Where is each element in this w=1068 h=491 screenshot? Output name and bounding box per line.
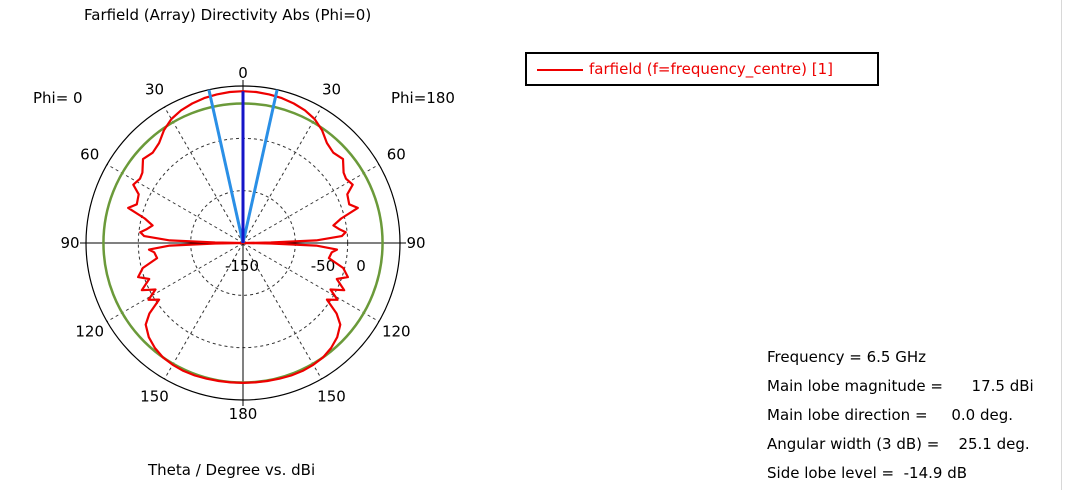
grid-spoke-120 (242, 242, 380, 322)
grid-spoke-300 (106, 164, 244, 244)
info-frequency: Frequency = 6.5 GHz (767, 348, 926, 366)
grid-spoke-330 (164, 106, 244, 244)
outer-circle (85, 85, 401, 401)
info-angular-width: Angular width (3 dB) = 25.1 deg. (767, 435, 1030, 453)
polar-chart: 0 30 30 60 60 90 90 120 120 150 150 180 -150 -50 0 (60, 64, 425, 423)
radial-tick-1: -50 (311, 257, 336, 275)
plot-curves (102, 89, 384, 384)
angle-tick-180: 180 (229, 405, 258, 423)
info-main-lobe-magnitude: Main lobe magnitude = 17.5 dBi (767, 377, 1034, 395)
grid-spoke-210 (164, 242, 244, 380)
angle-tick-60: 60 (387, 146, 406, 164)
angle-tick-0: 0 (238, 64, 248, 82)
legend-swatch (537, 69, 583, 71)
info-main-lobe-direction: Main lobe direction = 0.0 deg. (767, 406, 1014, 424)
beamwidth-line-1 (241, 89, 279, 244)
angle-tick--150: 150 (140, 387, 169, 405)
series-curve-0 (127, 90, 359, 384)
grid-spoke-240 (106, 242, 244, 322)
phi-right-label: Phi=180 (391, 89, 455, 107)
legend-label: farfield (f=frequency_centre) [1] (589, 60, 834, 78)
window-edge-divider (1061, 0, 1062, 490)
radial-tick-0: -150 (225, 257, 259, 275)
phi-left-label: Phi= 0 (33, 89, 83, 107)
angle-tick-150: 150 (317, 387, 346, 405)
grid-spoke-60 (242, 164, 380, 244)
radial-tick-2: 0 (356, 257, 366, 275)
angle-tick-90: 90 (406, 234, 425, 252)
angle-tick--90: 90 (60, 234, 79, 252)
angle-tick--30: 30 (145, 81, 164, 99)
chart-title: Farfield (Array) Directivity Abs (Phi=0) (84, 6, 372, 24)
info-side-lobe-level: Side lobe level = -14.9 dB (767, 464, 968, 482)
angle-tick--120: 120 (75, 323, 104, 341)
angle-tick-30: 30 (322, 81, 341, 99)
info-panel: Frequency = 6.5 GHz Main lobe magnitude … (767, 346, 1034, 491)
grid-spoke-150 (242, 242, 322, 380)
grid-spoke-30 (242, 106, 322, 244)
beamwidth-line-0 (207, 89, 245, 244)
angle-tick-120: 120 (382, 323, 411, 341)
legend-box: farfield (f=frequency_centre) [1] (525, 52, 879, 86)
x-axis-label: Theta / Degree vs. dBi (148, 461, 316, 479)
angle-tick--60: 60 (80, 146, 99, 164)
angle-tick-labels: 0 30 30 60 60 90 90 120 120 150 150 180 -150 -50 0 (60, 64, 425, 423)
